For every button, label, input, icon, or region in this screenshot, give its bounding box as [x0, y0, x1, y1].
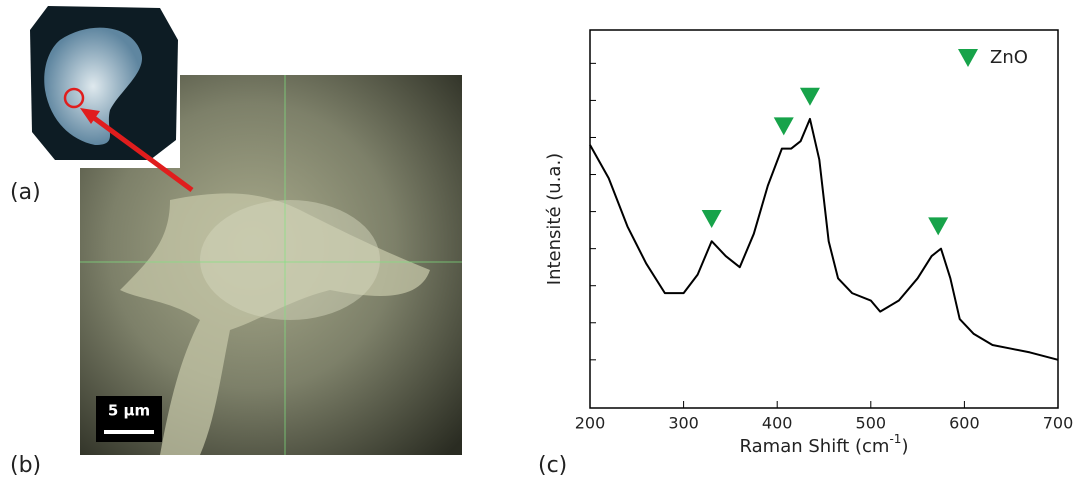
microscope-image: [80, 75, 462, 455]
legend-label: ZnO: [990, 47, 1028, 68]
x-tick-label: 200: [575, 414, 606, 433]
panel-label: (c): [538, 453, 567, 478]
x-tick-label: 400: [762, 414, 793, 433]
x-tick-label: 500: [856, 414, 887, 433]
legend-marker: [958, 49, 978, 67]
x-tick-label: 700: [1043, 414, 1074, 433]
zno-marker: [773, 117, 794, 136]
panel-label: (a): [10, 180, 41, 205]
arrow: [88, 112, 194, 193]
spectrum-line: [589, 117, 1059, 361]
plot-frame: [589, 29, 1059, 409]
zno-marker: [701, 210, 722, 228]
x-axis-label-sup: -1: [889, 432, 901, 446]
x-axis-label-text: Raman Shift (cm: [740, 436, 890, 457]
x-axis-label-end: ): [901, 436, 908, 457]
panel-label: (b): [10, 453, 41, 478]
arrow-head: [80, 108, 100, 124]
zno-marker: [799, 87, 820, 106]
sample-photo: [22, 0, 180, 168]
x-tick-label: 300: [668, 414, 699, 433]
x-tick-label: 600: [949, 414, 980, 433]
x-axis-label: Raman Shift (cm-1): [740, 432, 909, 458]
scale-bar-label: 5 µm: [108, 402, 150, 420]
zno-marker: [928, 217, 949, 236]
y-axis-label: Intensité (u.a.): [544, 153, 565, 285]
